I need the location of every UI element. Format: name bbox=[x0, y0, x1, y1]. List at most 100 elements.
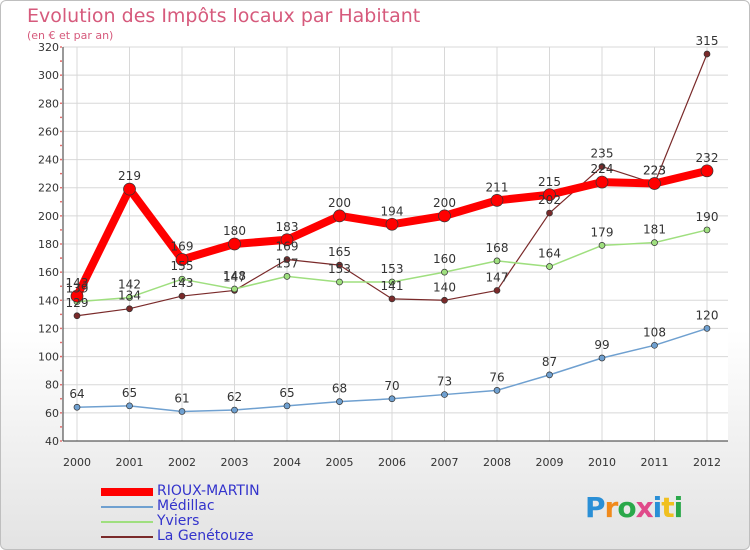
data-label: 235 bbox=[591, 147, 614, 161]
x-tick-label: 2002 bbox=[168, 456, 196, 469]
y-minor-tick bbox=[60, 214, 62, 217]
data-point bbox=[178, 292, 186, 300]
data-point bbox=[703, 50, 711, 58]
data-label: 157 bbox=[276, 256, 299, 270]
data-label: 76 bbox=[489, 370, 504, 384]
data-label: 224 bbox=[591, 162, 614, 176]
data-label: 215 bbox=[538, 175, 561, 189]
y-minor-tick bbox=[60, 116, 62, 119]
data-label: 169 bbox=[276, 239, 299, 253]
data-label: 139 bbox=[66, 282, 89, 296]
data-point bbox=[388, 395, 396, 403]
data-point bbox=[70, 289, 84, 303]
data-label: 73 bbox=[437, 375, 452, 389]
data-label: 180 bbox=[223, 224, 246, 238]
data-point bbox=[283, 256, 291, 263]
data-point bbox=[231, 406, 238, 414]
y-minor-tick bbox=[60, 144, 62, 147]
y-minor-tick bbox=[60, 271, 62, 274]
data-label: 141 bbox=[381, 279, 404, 293]
data-point bbox=[546, 371, 553, 379]
data-point bbox=[700, 164, 714, 178]
y-minor-tick bbox=[60, 383, 62, 386]
data-point bbox=[651, 239, 658, 246]
y-tick-label: 220 bbox=[38, 182, 59, 195]
y-tick-label: 80 bbox=[45, 379, 59, 392]
data-label: 315 bbox=[696, 34, 719, 48]
data-point bbox=[703, 226, 711, 234]
y-tick-label: 240 bbox=[38, 154, 59, 167]
data-label: 165 bbox=[328, 245, 351, 259]
legend-swatch bbox=[101, 536, 153, 538]
data-point bbox=[388, 278, 396, 286]
data-label: 232 bbox=[696, 151, 719, 165]
y-tick-label: 300 bbox=[38, 69, 59, 82]
x-tick-label: 2012 bbox=[693, 456, 721, 469]
y-minor-tick bbox=[60, 369, 62, 372]
y-minor-tick bbox=[60, 341, 62, 344]
y-tick-label: 120 bbox=[38, 322, 59, 335]
y-minor-tick bbox=[60, 257, 62, 259]
data-label: 68 bbox=[332, 382, 347, 396]
data-point bbox=[175, 253, 189, 266]
y-tick-label: 40 bbox=[45, 435, 59, 448]
data-point bbox=[648, 177, 661, 190]
data-point bbox=[598, 354, 606, 362]
y-minor-tick bbox=[60, 46, 62, 48]
data-point bbox=[543, 188, 556, 202]
x-tick-label: 2005 bbox=[326, 456, 354, 469]
data-point bbox=[441, 391, 448, 398]
data-label: 143 bbox=[171, 276, 194, 290]
data-label: 64 bbox=[69, 387, 84, 401]
y-minor-tick bbox=[60, 172, 62, 175]
data-label: 99 bbox=[594, 338, 609, 352]
data-label: 61 bbox=[174, 391, 189, 405]
data-label: 108 bbox=[643, 325, 666, 339]
y-tick-label: 180 bbox=[38, 238, 59, 251]
data-label: 183 bbox=[276, 220, 299, 234]
y-minor-tick bbox=[60, 243, 62, 245]
data-point bbox=[441, 296, 448, 304]
data-label: 219 bbox=[118, 169, 141, 183]
x-tick-label: 2008 bbox=[483, 456, 511, 469]
data-point bbox=[546, 263, 553, 270]
data-label: 70 bbox=[384, 379, 399, 393]
legend-label: Yviers bbox=[157, 513, 200, 529]
y-tick-label: 320 bbox=[38, 41, 59, 54]
y-minor-tick bbox=[60, 102, 62, 105]
y-tick-label: 280 bbox=[38, 97, 59, 110]
y-minor-tick bbox=[60, 426, 62, 428]
data-label: 120 bbox=[696, 308, 719, 322]
y-minor-tick bbox=[60, 158, 62, 161]
data-point bbox=[493, 386, 501, 394]
data-point bbox=[336, 278, 343, 286]
y-minor-tick bbox=[60, 88, 62, 91]
y-minor-tick bbox=[60, 186, 62, 189]
y-minor-tick bbox=[60, 130, 62, 133]
y-tick-label: 160 bbox=[38, 266, 59, 279]
y-minor-tick bbox=[60, 327, 62, 330]
y-tick-label: 260 bbox=[38, 125, 59, 138]
y-tick-label: 100 bbox=[38, 351, 59, 364]
y-minor-tick bbox=[60, 200, 62, 203]
data-label: 142 bbox=[118, 277, 141, 291]
data-label: 140 bbox=[433, 280, 456, 294]
data-point bbox=[598, 242, 606, 249]
data-label: 65 bbox=[279, 386, 294, 400]
x-tick-label: 2010 bbox=[588, 456, 616, 469]
data-point bbox=[385, 217, 399, 231]
data-label: 190 bbox=[696, 210, 719, 224]
data-label: 200 bbox=[433, 196, 456, 210]
data-point bbox=[280, 233, 294, 247]
data-label: 129 bbox=[66, 296, 89, 310]
data-point bbox=[126, 402, 133, 410]
data-label: 194 bbox=[381, 204, 404, 218]
data-label: 223 bbox=[643, 163, 666, 177]
data-point bbox=[336, 261, 343, 269]
data-point bbox=[73, 312, 81, 320]
legend-label: RIOUX-MARTIN bbox=[157, 483, 260, 499]
data-point bbox=[598, 163, 606, 170]
data-point bbox=[651, 341, 658, 349]
